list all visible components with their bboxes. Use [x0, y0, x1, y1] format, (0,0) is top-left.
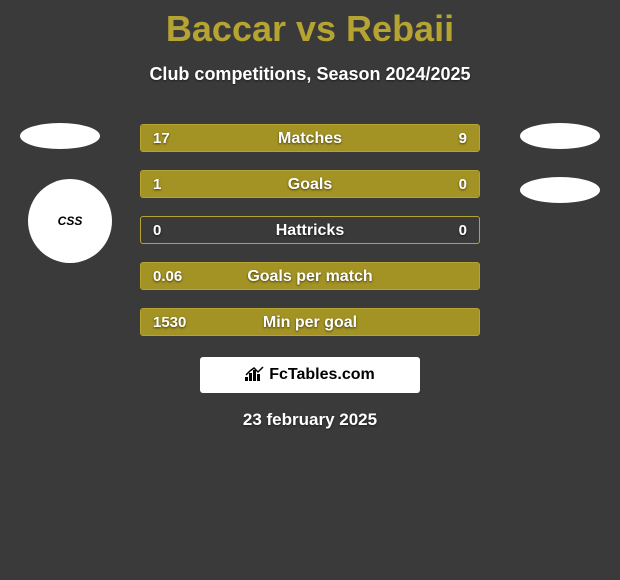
stat-label: Goals — [141, 171, 479, 199]
stat-value-right: 0 — [459, 217, 467, 245]
stat-row: 17 Matches 9 — [140, 124, 480, 152]
flag-left-top — [20, 123, 100, 149]
brand-icon — [245, 365, 265, 386]
stat-label: Hattricks — [141, 217, 479, 245]
brand-badge: FcTables.com — [200, 357, 420, 393]
brand-text: FcTables.com — [269, 366, 375, 384]
stat-row: 0 Hattricks 0 — [140, 216, 480, 244]
stats-container: 17 Matches 9 1 Goals 0 0 Hattricks 0 0.0… — [140, 124, 480, 354]
subtitle: Club competitions, Season 2024/2025 — [0, 64, 620, 85]
team-badge-left: CSS — [28, 179, 112, 263]
date-text: 23 february 2025 — [0, 410, 620, 430]
flag-right-top — [520, 123, 600, 149]
stat-label: Min per goal — [141, 309, 479, 337]
stat-row: 0.06 Goals per match — [140, 262, 480, 290]
stat-value-right: 9 — [459, 125, 467, 153]
stat-row: 1 Goals 0 — [140, 170, 480, 198]
team-badge-text: CSS — [58, 214, 83, 228]
stat-label: Matches — [141, 125, 479, 153]
stat-label: Goals per match — [141, 263, 479, 291]
stat-row: 1530 Min per goal — [140, 308, 480, 336]
flag-right-mid — [520, 177, 600, 203]
page-title: Baccar vs Rebaii — [0, 0, 620, 50]
stat-value-right: 0 — [459, 171, 467, 199]
